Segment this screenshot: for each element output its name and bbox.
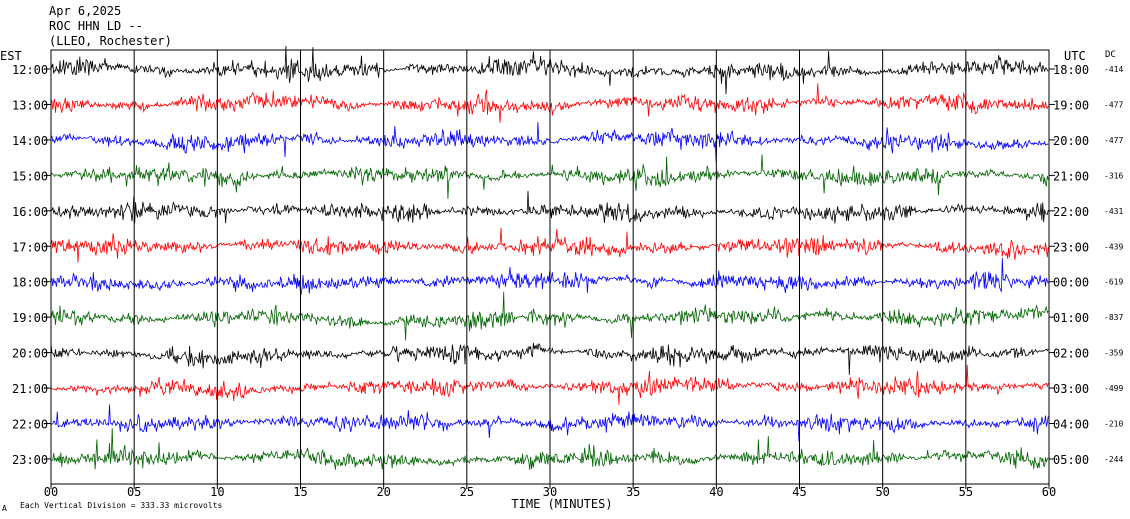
est-hour-label: 23:00 [12,453,48,467]
utc-hour-label: 22:00 [1053,205,1089,219]
x-tick-label: 10 [210,485,224,499]
header-location: (LLEO, Rochester) [49,34,172,48]
dc-value: -414 [1104,65,1123,74]
dc-value: -316 [1104,171,1123,180]
est-axis-label: EST [0,49,22,63]
dc-value: -210 [1104,420,1123,429]
est-hour-label: 21:00 [12,382,48,396]
footer-mark: A [2,504,7,513]
x-tick-label: 00 [44,485,58,499]
est-hour-label: 17:00 [12,240,48,254]
est-hour-label: 16:00 [12,205,48,219]
dc-value: -837 [1104,313,1123,322]
x-tick-label: 55 [959,485,973,499]
utc-hour-label: 05:00 [1053,453,1089,467]
dc-value: -477 [1104,100,1123,109]
utc-hour-label: 03:00 [1053,382,1089,396]
utc-hour-label: 21:00 [1053,169,1089,183]
x-tick-label: 35 [626,485,640,499]
est-hour-label: 18:00 [12,276,48,290]
est-hour-label: 22:00 [12,418,48,432]
x-tick-label: 45 [792,485,806,499]
labels-group: 00 05 10 15 20 25 30 35 40 45 50 55 60 12:00 18:00 -414… [12,63,1123,499]
utc-hour-label: 04:00 [1053,418,1089,432]
x-tick-label: 20 [376,485,390,499]
grid-group [45,49,1055,489]
dc-value: -244 [1104,455,1123,464]
est-hour-label: 20:00 [12,347,48,361]
x-axis-label: TIME (MINUTES) [511,497,612,511]
dc-value: -477 [1104,136,1123,145]
x-tick-label: 50 [875,485,889,499]
utc-hour-label: 18:00 [1053,63,1089,77]
x-tick-label: 30 [543,485,557,499]
x-tick-label: 05 [127,485,141,499]
x-tick-label: 15 [293,485,307,499]
dc-value: -359 [1104,349,1123,358]
x-tick-label: 25 [460,485,474,499]
dc-label: DC [1105,50,1116,60]
est-hour-label: 14:00 [12,134,48,148]
vertical-division-note: Each Vertical Division = 333.33 microvol… [20,501,222,510]
header-station: ROC HHN LD -- [49,19,143,33]
est-hour-label: 13:00 [12,98,48,112]
utc-hour-label: 20:00 [1053,134,1089,148]
est-hour-label: 15:00 [12,169,48,183]
utc-hour-label: 00:00 [1053,276,1089,290]
utc-hour-label: 19:00 [1053,98,1089,112]
dc-value: -439 [1104,242,1123,251]
utc-axis-label: UTC [1064,49,1086,63]
utc-hour-label: 01:00 [1053,311,1089,325]
dc-value: -499 [1104,384,1123,393]
header-date: Apr 6,2025 [49,4,122,18]
est-hour-label: 19:00 [12,311,48,325]
dc-value: -619 [1104,278,1123,287]
dc-value: -431 [1104,207,1123,216]
x-tick-label: 40 [709,485,723,499]
utc-hour-label: 23:00 [1053,240,1089,254]
est-hour-label: 12:00 [12,63,48,77]
x-tick-label: 60 [1042,485,1056,499]
utc-hour-label: 02:00 [1053,347,1089,361]
